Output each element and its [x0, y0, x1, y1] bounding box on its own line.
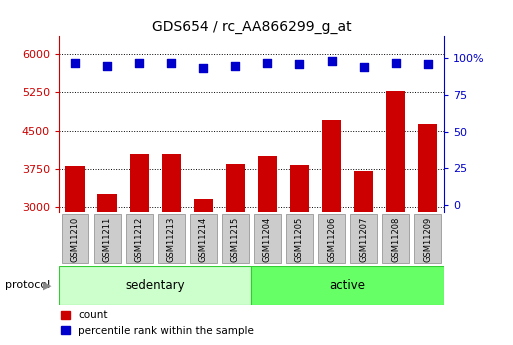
Text: GSM11214: GSM11214: [199, 216, 208, 262]
Text: GSM11205: GSM11205: [295, 216, 304, 262]
FancyBboxPatch shape: [318, 214, 345, 264]
Text: GSM11209: GSM11209: [423, 216, 432, 262]
Bar: [194, 199, 213, 212]
Text: GSM11213: GSM11213: [167, 216, 176, 262]
Text: ▶: ▶: [43, 280, 51, 290]
Bar: [322, 120, 341, 212]
FancyBboxPatch shape: [62, 214, 89, 264]
Text: sedentary: sedentary: [125, 279, 185, 292]
Text: GSM11211: GSM11211: [103, 216, 112, 262]
Point: [135, 60, 143, 65]
FancyBboxPatch shape: [158, 214, 185, 264]
FancyBboxPatch shape: [415, 214, 441, 264]
Bar: [162, 154, 181, 212]
Point: [263, 60, 271, 65]
FancyBboxPatch shape: [286, 214, 313, 264]
Bar: [418, 125, 437, 212]
FancyBboxPatch shape: [251, 266, 444, 305]
Text: GSM11212: GSM11212: [134, 216, 144, 262]
Text: active: active: [329, 279, 366, 292]
Point: [327, 58, 336, 64]
Point: [424, 61, 432, 67]
Point: [231, 63, 240, 68]
Text: GSM11206: GSM11206: [327, 216, 336, 262]
Bar: [97, 194, 116, 212]
Point: [199, 66, 207, 71]
FancyBboxPatch shape: [190, 214, 216, 264]
Bar: [354, 171, 373, 212]
Bar: [226, 164, 245, 212]
Text: GSM11207: GSM11207: [359, 216, 368, 262]
FancyBboxPatch shape: [350, 214, 377, 264]
Point: [360, 64, 368, 70]
FancyBboxPatch shape: [382, 214, 409, 264]
Point: [71, 60, 79, 65]
Bar: [258, 156, 277, 212]
FancyBboxPatch shape: [254, 214, 281, 264]
Title: GDS654 / rc_AA866299_g_at: GDS654 / rc_AA866299_g_at: [151, 20, 351, 34]
FancyBboxPatch shape: [93, 214, 121, 264]
Point: [391, 60, 400, 65]
FancyBboxPatch shape: [222, 214, 249, 264]
Legend: count, percentile rank within the sample: count, percentile rank within the sample: [56, 306, 259, 340]
Bar: [386, 91, 405, 212]
Text: GSM11204: GSM11204: [263, 216, 272, 262]
Point: [103, 63, 111, 68]
Bar: [129, 154, 149, 212]
Text: GSM11208: GSM11208: [391, 216, 400, 262]
Text: GSM11210: GSM11210: [70, 216, 80, 262]
Text: GSM11215: GSM11215: [231, 216, 240, 262]
Point: [295, 61, 304, 67]
FancyBboxPatch shape: [59, 266, 251, 305]
Text: protocol: protocol: [5, 280, 50, 290]
FancyBboxPatch shape: [126, 214, 153, 264]
Bar: [66, 166, 85, 212]
Bar: [290, 165, 309, 212]
Point: [167, 60, 175, 65]
